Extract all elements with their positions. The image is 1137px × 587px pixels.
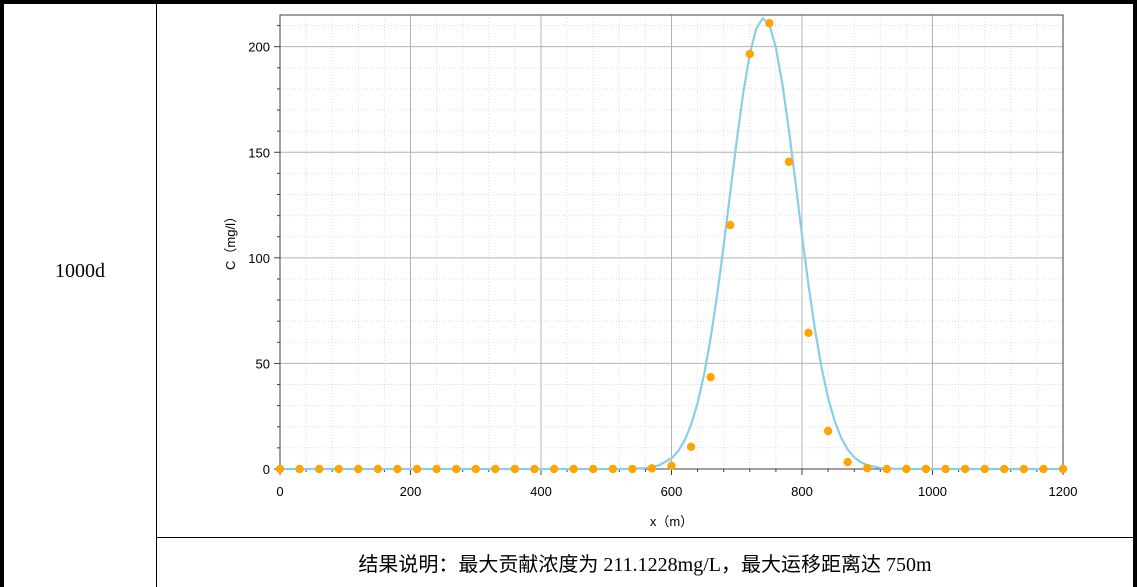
concentration-chart: 0 200 400 600 800 1000 1200 0 50 100 150 200 x（m） C…: [223, 14, 1077, 529]
data-point: [706, 372, 715, 382]
y-tick-label: 0: [263, 462, 270, 477]
tick-labels: 0 200 400 600 800 1000 1200 0 50 100 150 200: [248, 40, 1077, 499]
data-point: [295, 464, 304, 474]
data-point: [530, 464, 539, 474]
x-tick-label: 1000: [918, 484, 947, 499]
data-point: [843, 457, 852, 467]
data-point: [902, 464, 911, 474]
data-point: [686, 442, 696, 452]
data-point: [941, 464, 950, 474]
y-tick-label: 50: [256, 356, 270, 371]
data-point: [569, 464, 578, 474]
data-point: [745, 49, 754, 59]
data-point: [882, 464, 892, 474]
plot-area: [275, 17, 1068, 474]
data-point: [334, 464, 343, 474]
data-point: [1039, 464, 1048, 474]
data-point: [510, 464, 520, 474]
data-point: [1000, 464, 1009, 474]
time-label-cell: 1000d: [4, 5, 156, 537]
data-point: [980, 464, 989, 474]
data-point: [608, 464, 617, 474]
fitted-concentration-line: [280, 17, 1063, 471]
table-row-divider: [156, 537, 1134, 538]
x-tick-label: 1200: [1049, 484, 1078, 499]
result-note: 结果说明：最大贡献浓度为 211.1228mg/L，最大运移距离达 750m: [358, 554, 932, 576]
data-point: [784, 157, 794, 166]
data-point: [863, 463, 872, 473]
y-tick-label: 100: [248, 251, 270, 266]
data-point: [432, 464, 441, 474]
data-point: [314, 464, 324, 474]
data-point: [491, 464, 500, 474]
data-point: [823, 426, 833, 436]
data-point: [921, 464, 931, 474]
data-point: [354, 464, 363, 474]
data-point: [1058, 464, 1068, 474]
y-axis-title: C（mg/l）: [223, 210, 238, 270]
x-tick-label: 0: [276, 484, 283, 499]
x-tick-label: 800: [791, 484, 813, 499]
data-point: [589, 464, 598, 474]
data-point: [667, 461, 676, 471]
data-point: [1019, 464, 1029, 474]
data-point: [451, 464, 461, 474]
result-note-cell: 结果说明：最大贡献浓度为 211.1228mg/L，最大运移距离达 750m: [157, 538, 1133, 587]
x-tick-label: 400: [530, 484, 552, 499]
data-point: [804, 328, 813, 337]
table-right-border: [1133, 0, 1137, 587]
data-point: [960, 464, 970, 474]
data-point: [471, 464, 480, 474]
y-tick-label: 200: [248, 40, 270, 55]
major-grid: [280, 15, 1063, 469]
data-point: [647, 464, 657, 473]
chart-cell: 0 200 400 600 800 1000 1200 0 50 100 150 200 x（m） C…: [157, 5, 1133, 537]
data-point: [412, 464, 422, 474]
y-tick-label: 150: [248, 145, 270, 160]
x-axis-title: x（m）: [650, 514, 693, 529]
data-point: [549, 464, 559, 474]
data-point: [726, 220, 735, 230]
data-point: [765, 19, 774, 28]
data-point: [275, 464, 285, 474]
minor-grid: [280, 15, 1063, 469]
data-point: [393, 464, 402, 474]
table-column-divider: [156, 0, 157, 587]
table-top-border: [0, 0, 1137, 4]
data-point: [628, 464, 637, 474]
x-tick-label: 600: [661, 484, 683, 499]
x-tick-label: 200: [400, 484, 422, 499]
tick-marks: [274, 25, 1064, 475]
time-label: 1000d: [55, 259, 105, 282]
table-left-border: [0, 0, 4, 587]
data-point: [373, 464, 383, 474]
